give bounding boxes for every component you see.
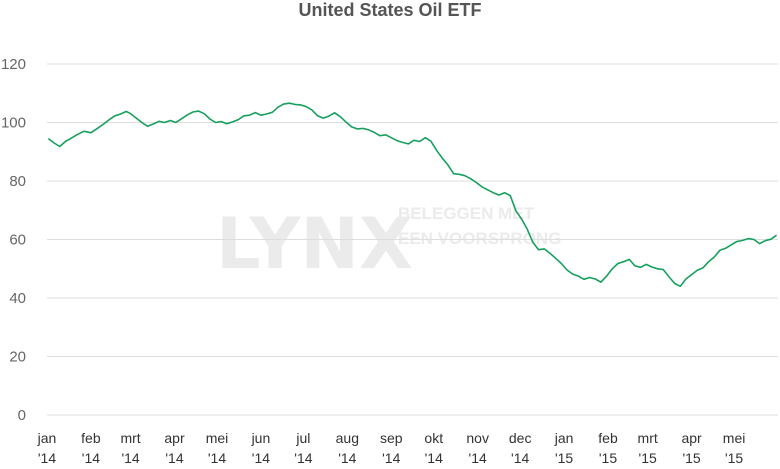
watermark: LYNX BELEGGEN MET EEN VOORSPRONG bbox=[216, 203, 561, 285]
x-tick-label: aug '14 bbox=[336, 430, 359, 466]
y-tick-label: 60 bbox=[9, 232, 26, 249]
series-line bbox=[47, 102, 778, 288]
x-tick-label: mei '15 bbox=[723, 430, 746, 466]
x-tick-label: feb '14 bbox=[81, 430, 101, 466]
series bbox=[47, 102, 778, 288]
y-tick-label: 80 bbox=[9, 173, 26, 190]
chart-title: United States Oil ETF bbox=[298, 0, 481, 20]
y-tick-label: 40 bbox=[9, 290, 26, 307]
x-tick-label: sep '14 bbox=[380, 430, 403, 466]
x-tick-label: mrt '15 bbox=[638, 430, 658, 466]
y-tick-label: 0 bbox=[18, 407, 26, 424]
watermark-tagline-1: BELEGGEN MET bbox=[398, 204, 535, 223]
x-axis-ticks: jan '14 feb '14 mrt '14 apr '14 mei '14 jun '14 jul '… bbox=[37, 430, 746, 466]
x-tick-label: mei '14 bbox=[206, 430, 229, 466]
x-tick-label: jul '14 bbox=[294, 430, 312, 466]
x-tick-label: mrt '14 bbox=[120, 430, 140, 466]
y-tick-label: 20 bbox=[9, 349, 26, 366]
x-tick-label: apr '15 bbox=[681, 430, 702, 466]
y-axis-ticks: 0 20 40 60 80 100 120 bbox=[1, 56, 26, 424]
x-tick-label: nov '14 bbox=[466, 430, 489, 466]
watermark-brand: LYNX bbox=[216, 203, 413, 285]
x-tick-label: jan '15 bbox=[554, 430, 574, 466]
x-tick-label: jan '14 bbox=[37, 430, 57, 466]
watermark-tagline-2: EEN VOORSPRONG bbox=[398, 229, 561, 248]
x-tick-label: jun '14 bbox=[251, 430, 271, 466]
gridlines bbox=[47, 63, 778, 416]
x-tick-label: okt '14 bbox=[424, 430, 443, 466]
x-tick-label: apr '14 bbox=[164, 430, 185, 466]
x-tick-label: dec '14 bbox=[509, 430, 532, 466]
y-tick-label: 120 bbox=[1, 56, 26, 73]
y-tick-label: 100 bbox=[1, 115, 26, 132]
x-tick-label: feb '15 bbox=[598, 430, 618, 466]
